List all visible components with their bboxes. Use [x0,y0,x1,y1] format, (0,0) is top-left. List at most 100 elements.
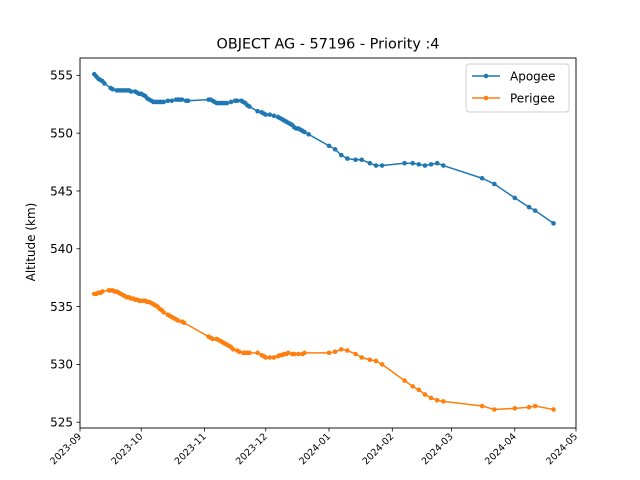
perigee-point [441,399,446,404]
x-tick-label: 2023-09 [48,431,84,467]
perigee-point [416,387,422,393]
chart-title: OBJECT AG - 57196 - Priority :4 [217,37,440,53]
perigee-point [492,407,497,412]
perigee-point [271,355,277,360]
plot-marks [91,71,556,412]
apogee-point [302,129,307,135]
perigee-point [512,406,518,411]
y-tick-label: 550 [50,126,73,140]
x-tick-label: 2024-03 [420,431,456,467]
perigee-point [296,351,301,357]
apogee-point [479,175,485,181]
x-tick-label: 2023-10 [110,431,146,467]
perigee-point [285,350,291,356]
apogee-point [271,113,277,119]
x-tick-label: 2024-04 [483,431,519,467]
legend-perigee-marker [483,95,489,101]
perigee-point [161,310,166,315]
perigee-point [255,350,260,356]
apogee-point [165,98,171,104]
perigee-point [345,348,350,353]
apogee-point [410,160,416,166]
apogee-point [267,112,273,117]
y-tick-label: 555 [50,69,73,83]
perigee-point [359,355,364,360]
apogee-point [422,163,428,168]
apogee-point [492,181,497,187]
apogee-point [169,98,175,104]
apogee-point [255,108,260,114]
legend-perigee-label: Perigee [510,92,555,106]
apogee-point [434,160,440,166]
x-tick-label: 2024-02 [361,431,397,467]
perigee-point [428,395,434,401]
perigee-point [326,350,332,356]
legend: Apogee Perigee [465,63,570,113]
perigee-point [532,403,538,409]
y-tick-label: 535 [50,300,73,314]
apogee-point [526,204,532,210]
apogee-point [532,208,538,213]
apogee-point [263,112,269,117]
y-axis: 525 530 535 540 545 550 555 [50,69,80,430]
apogee-point [512,195,518,201]
apogee-point [551,221,556,226]
y-tick-label: 545 [50,184,73,198]
x-tick-label: 2023-11 [173,431,209,467]
apogee-point [185,98,191,104]
perigee-point [479,403,485,409]
apogee-point [102,81,107,86]
legend-apogee-label: Apogee [510,70,556,84]
perigee-point [526,404,532,410]
x-tick-label: 2023-12 [234,431,270,467]
y-axis-label: Altitude (km) [24,203,38,282]
perigee-point [263,355,269,360]
apogee-point [416,162,422,167]
y-tick-label: 530 [50,358,73,372]
y-tick-label: 540 [50,242,73,256]
apogee-point [353,157,358,163]
perigee-point [267,355,273,360]
legend-apogee-marker [483,73,489,79]
apogee-point [428,162,434,167]
plot-frame [79,57,577,429]
perigee-point [410,384,416,389]
apogee-point [110,86,115,92]
apogee-point [247,104,252,109]
apogee-point [326,143,332,149]
apogee-point [234,98,240,104]
perigee-point [422,392,428,397]
perigee-point [353,351,358,357]
perigee-point [338,347,344,352]
apogee-point [367,160,373,166]
x-tick-label: 2024-01 [297,431,333,467]
perigee-point [292,351,297,357]
perigee-line [94,289,554,411]
apogee-point [345,156,350,161]
y-tick-label: 525 [50,416,73,430]
x-tick-label: 2024-05 [544,431,580,467]
perigee-point [175,318,181,323]
apogee-point [128,89,134,94]
perigee-point [551,407,556,412]
apogee-point [379,163,385,168]
perigee-point [379,362,385,367]
x-axis: 2023-09 2023-10 2023-11 2023-12 2024-01 2024-… [48,428,580,467]
apogee-point [402,160,407,166]
apogee-point [161,99,166,105]
perigee-point [434,397,440,403]
perigee-point [210,336,215,342]
perigee-point [181,320,187,326]
perigee-point [332,349,338,354]
apogee-point [332,147,338,152]
perigee-point [230,347,236,352]
perigee-point [236,349,242,354]
apogee-point [441,163,446,168]
perigee-point [373,358,379,364]
apogee-point [338,152,344,158]
apogee-point [306,132,311,137]
apogee-point [179,97,185,102]
perigee-point [367,357,373,363]
apogee-point [373,163,379,168]
perigee-point [302,350,307,356]
